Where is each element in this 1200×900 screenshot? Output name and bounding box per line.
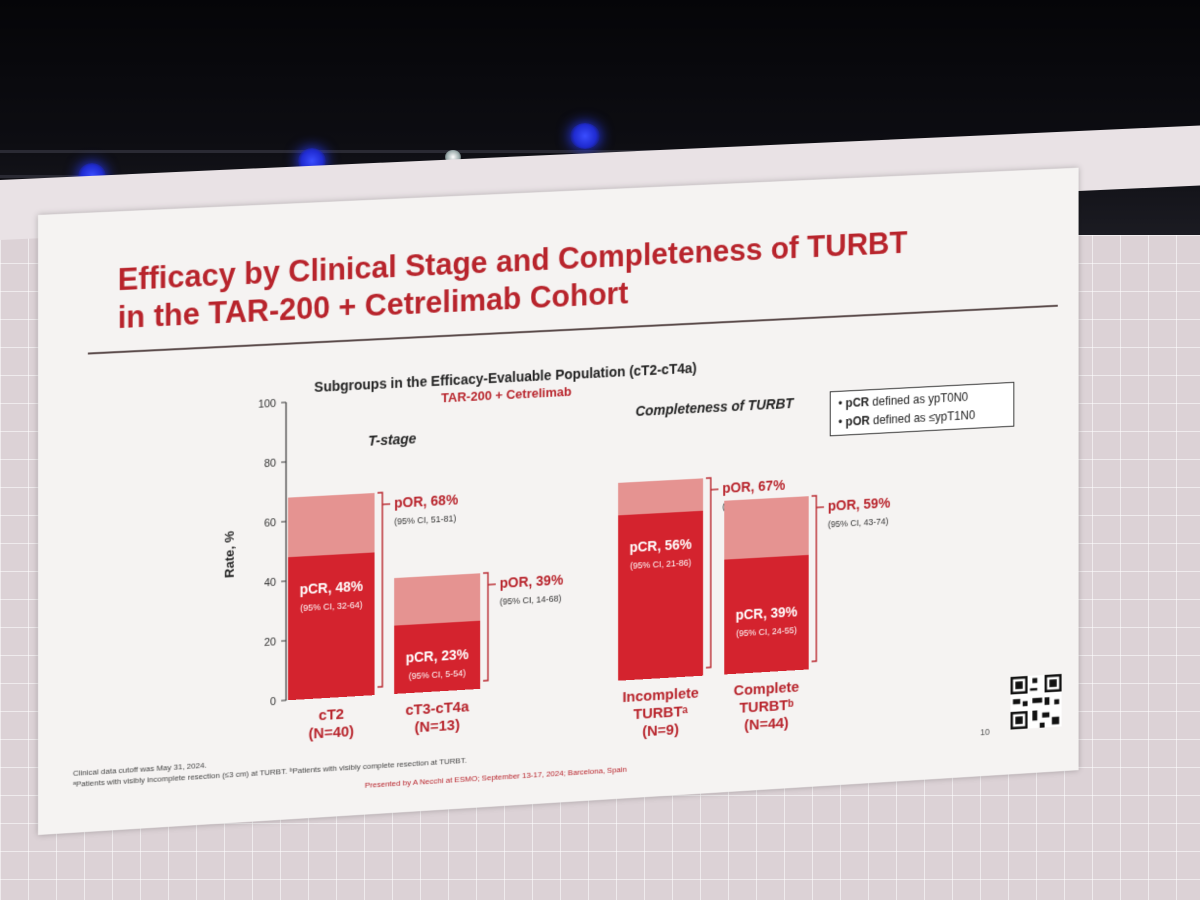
por-ci-label: (95% CI, 43-74) xyxy=(828,516,889,529)
category-label: cT2 xyxy=(319,706,344,724)
por-data-label: pOR, 67% xyxy=(722,477,785,496)
por-bracket xyxy=(483,573,488,681)
por-bracket xyxy=(377,493,382,687)
presentation-slide: Efficacy by Clinical Stage and Completen… xyxy=(38,168,1079,835)
category-label: (N=44) xyxy=(744,715,788,734)
category-label: TURBTᵇ xyxy=(739,697,794,717)
por-data-label: pOR, 39% xyxy=(500,572,564,591)
page-number: 10 xyxy=(980,727,989,737)
category-label: (N=9) xyxy=(642,721,679,740)
por-ci-label: (95% CI, 51-81) xyxy=(394,513,456,526)
y-tick-label: 60 xyxy=(264,517,276,530)
group-label-t-stage: T-stage xyxy=(368,430,416,448)
qr-code[interactable] xyxy=(1011,674,1062,730)
category-label: (N=13) xyxy=(415,717,460,737)
blue-stage-light xyxy=(570,123,600,149)
por-bracket xyxy=(812,496,817,662)
y-tick-label: 0 xyxy=(270,696,276,708)
y-tick-label: 100 xyxy=(258,398,276,411)
por-data-label: pOR, 68% xyxy=(394,491,458,510)
y-tick-label: 40 xyxy=(264,577,276,590)
pcr-bar xyxy=(288,552,375,700)
category-label: (N=40) xyxy=(309,723,354,743)
por-ci-label: (95% CI, 14-68) xyxy=(500,593,562,606)
category-label: cT3-cT4a xyxy=(405,698,469,719)
por-data-label: pOR, 59% xyxy=(828,495,891,514)
group-label-turbt: Completeness of TURBT xyxy=(635,395,794,419)
y-axis-label: Rate, % xyxy=(222,530,237,578)
y-tick-label: 80 xyxy=(264,458,276,471)
bar-chart: 0 20 40 60 80 100 Rate, % T-stage Completeness o… xyxy=(38,168,1079,835)
por-bracket xyxy=(706,478,711,668)
y-tick-label: 20 xyxy=(264,636,276,649)
category-label: TURBTᵃ xyxy=(633,703,688,723)
